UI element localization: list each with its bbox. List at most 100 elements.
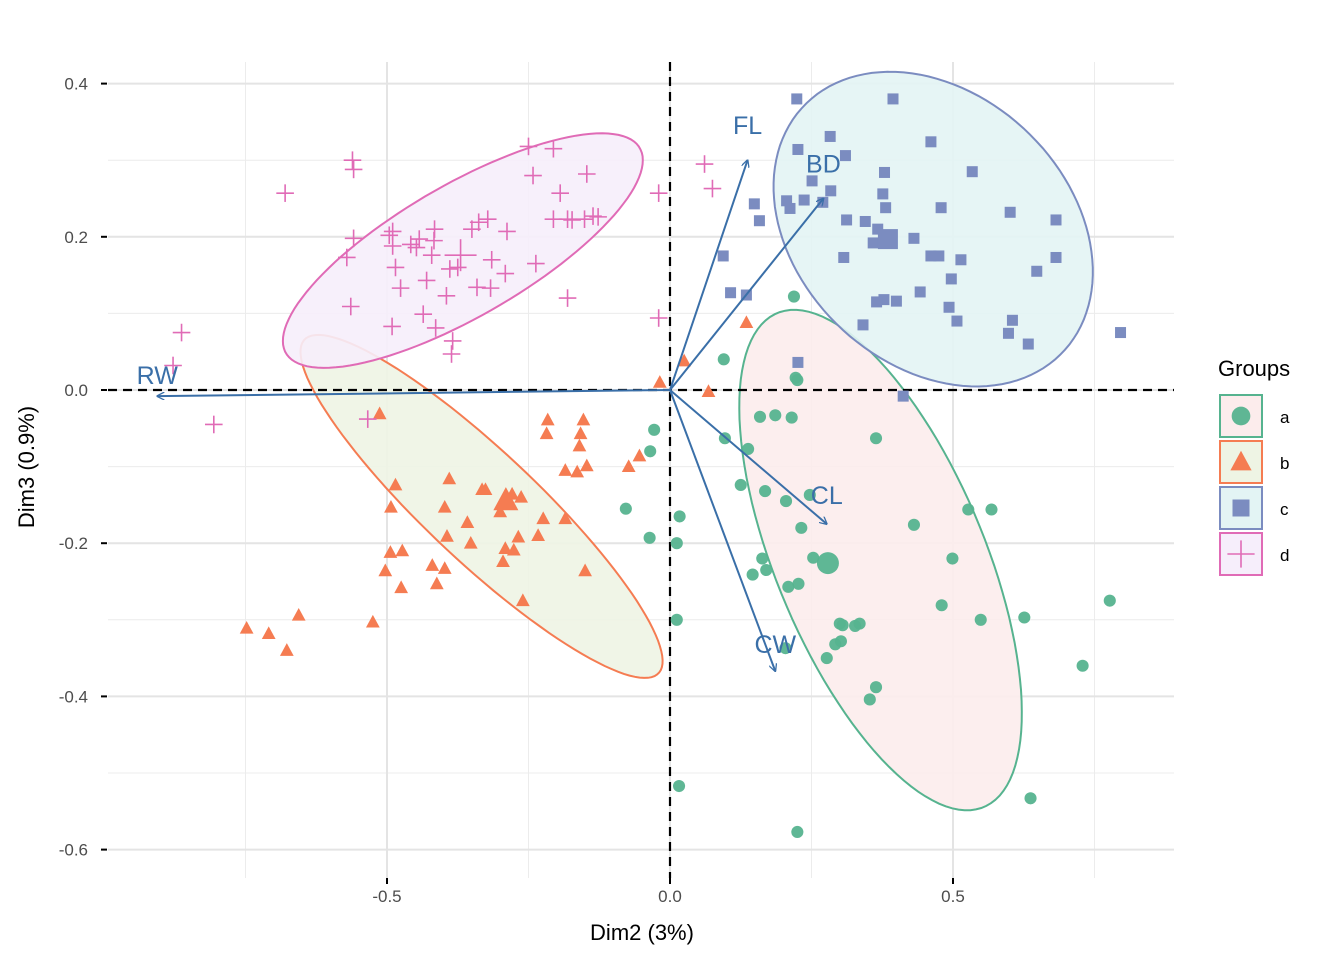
point-group-c: [791, 93, 803, 105]
point-group-b: [372, 406, 387, 420]
arrow-label-BD: BD: [806, 151, 841, 179]
legend-item-c: c: [1219, 486, 1289, 530]
point-group-c: [717, 250, 729, 262]
point-group-b: [429, 576, 444, 590]
point-group-b: [493, 504, 508, 518]
legend-label-a: a: [1280, 408, 1290, 427]
point-group-a: [769, 409, 782, 422]
point-group-b: [576, 412, 591, 426]
x-tick-label: 0.5: [941, 887, 965, 906]
arrow-BD: [669, 199, 823, 391]
point-group-d: [205, 415, 223, 434]
point-group-c: [1004, 206, 1016, 218]
legend-symbol-d: [1227, 540, 1255, 568]
y-tick-label: -0.6: [59, 841, 88, 860]
point-group-a: [907, 518, 920, 531]
point-group-c: [871, 296, 883, 308]
centroid-group-a: [816, 552, 839, 575]
point-group-d: [407, 238, 426, 257]
point-group-b: [442, 471, 457, 485]
point-group-c: [784, 202, 796, 214]
point-group-c: [880, 202, 892, 214]
point-group-b: [437, 561, 452, 574]
point-group-d: [443, 332, 462, 350]
point-group-b: [511, 529, 526, 543]
point-group-c: [878, 294, 890, 306]
point-group-b: [384, 499, 398, 513]
point-group-b: [632, 448, 647, 462]
legend: Groups a b c d: [1218, 356, 1290, 576]
point-group-d: [703, 179, 722, 198]
point-group-b: [652, 375, 667, 388]
point-group-b: [460, 515, 475, 528]
point-group-c: [908, 232, 920, 244]
point-group-d: [172, 323, 191, 342]
point-group-a: [792, 577, 805, 590]
point-group-a: [734, 478, 747, 492]
y-tick-label: 0.4: [64, 75, 88, 94]
variable-arrows: FL BD RW CL CW: [137, 112, 843, 671]
point-group-c: [943, 301, 955, 313]
centroid-group-d: [444, 239, 477, 272]
centroid-group-b: [493, 487, 519, 511]
point-group-b: [539, 426, 554, 440]
point-group-b: [621, 459, 636, 473]
point-group-c: [841, 214, 853, 226]
point-group-c: [748, 198, 760, 210]
point-group-a: [756, 552, 769, 565]
point-group-a: [836, 619, 849, 632]
point-group-c: [872, 223, 884, 235]
point-group-c: [825, 185, 837, 197]
point-group-a: [742, 442, 755, 456]
point-group-c: [806, 175, 818, 187]
point-group-b: [558, 463, 573, 476]
point-group-a: [1076, 659, 1089, 672]
point-group-c: [859, 215, 871, 227]
legend-label-d: d: [1280, 546, 1289, 565]
point-group-d: [344, 160, 363, 179]
ellipse-group-d: [281, 132, 644, 369]
point-group-d: [386, 258, 405, 277]
y-axis-title: Dim3 (0.9%): [14, 406, 39, 528]
point-group-b: [291, 607, 306, 621]
point-group-a: [753, 410, 767, 423]
point-group-a: [935, 599, 948, 612]
point-group-a: [869, 432, 883, 445]
x-axis-title: Dim2 (3%): [590, 920, 694, 945]
point-group-d: [498, 222, 516, 241]
point-group-c: [945, 273, 957, 285]
point-group-c: [1022, 338, 1034, 350]
point-group-d: [448, 258, 467, 277]
point-group-d: [383, 317, 401, 336]
point-group-b: [515, 593, 530, 607]
arrow-label-CW: CW: [754, 631, 796, 659]
y-tick-label: 0.0: [64, 381, 88, 400]
arrow-RW: [157, 389, 671, 396]
arrow-CW: [669, 389, 775, 671]
point-group-a: [807, 551, 820, 564]
legend-item-a: a: [1219, 394, 1290, 438]
point-group-c: [1031, 265, 1043, 277]
point-group-a: [785, 411, 798, 424]
point-group-c: [887, 93, 899, 105]
point-group-c: [966, 166, 978, 178]
point-group-d: [164, 356, 182, 375]
y-tick-label: -0.2: [59, 534, 88, 553]
point-group-d: [519, 137, 538, 156]
point-group-a: [789, 371, 802, 384]
series-b: [239, 315, 754, 656]
point-group-a: [946, 552, 959, 565]
point-group-c: [1115, 327, 1127, 339]
point-group-a: [795, 521, 808, 534]
confidence-ellipses: [281, 70, 1094, 812]
point-group-a: [985, 503, 998, 516]
point-group-a: [829, 638, 842, 651]
point-group-d: [426, 319, 445, 337]
point-group-d: [481, 279, 500, 297]
point-group-d: [649, 184, 668, 202]
point-group-b: [573, 426, 588, 440]
axes: -0.5 0.0 0.5 0.4 0.2 0.0 -0.2 -0.4 -0.6: [59, 75, 965, 906]
point-group-b: [570, 464, 585, 478]
point-group-c: [753, 215, 765, 227]
arrow-label-CL: CL: [811, 482, 843, 510]
